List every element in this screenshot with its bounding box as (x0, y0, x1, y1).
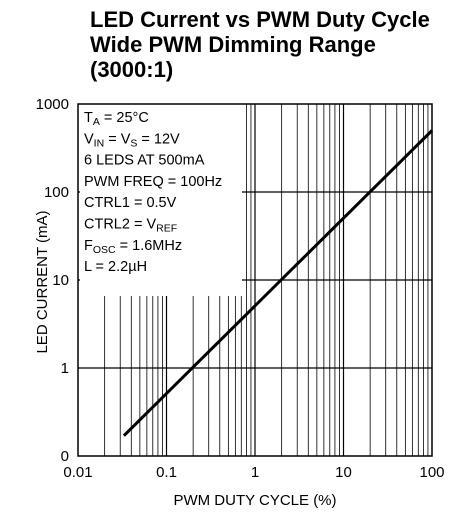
y-tick-label: 10 (52, 272, 69, 289)
y-tick-label: 0 (61, 448, 69, 465)
condition-line: VIN = VS = 12V (84, 131, 180, 149)
condition-line: CTRL1 = 0.5V (84, 195, 177, 211)
x-tick-label: 1 (251, 464, 259, 481)
x-tick-label: 10 (335, 464, 352, 481)
chart-title-line-1: LED Current vs PWM Duty Cycle (90, 7, 430, 32)
chart-title-line-3: (3000:1) (90, 57, 174, 82)
y-tick-label: 100 (44, 184, 69, 201)
x-axis-title: PWM DUTY CYCLE (%) (173, 492, 336, 509)
condition-line: FOSC = 1.6MHz (84, 238, 182, 256)
condition-line: L = 2.2µH (84, 259, 147, 275)
conditions-box (80, 104, 242, 296)
y-tick-label: 1 (61, 360, 69, 377)
condition-line: PWM FREQ = 100Hz (84, 174, 222, 190)
condition-line: 6 LEDS AT 500mA (84, 153, 205, 169)
y-axis-title: LED CURRENT (mA) (34, 210, 51, 353)
series-group (122, 129, 434, 437)
chart-title: LED Current vs PWM Duty Cycle Wide PWM D… (90, 7, 430, 82)
chart-title-line-2: Wide PWM Dimming Range (90, 32, 376, 57)
condition-line: CTRL2 = VREF (84, 217, 177, 235)
y-tick-label: 1000 (36, 96, 69, 113)
y-tick-labels: 0 1 10 100 1000 (36, 96, 69, 465)
plot-frame (77, 103, 433, 457)
x-tick-label: 0.01 (63, 464, 92, 481)
test-conditions: TA = 25°C VIN = VS = 12V 6 LEDS AT 500mA PW… (84, 110, 222, 275)
series-line (122, 129, 434, 437)
x-tick-label: 100 (419, 464, 444, 481)
x-tick-labels: 0.01 0.1 1 10 100 (63, 464, 444, 481)
condition-line: TA = 25°C (84, 110, 149, 128)
x-tick-label: 0.1 (156, 464, 177, 481)
